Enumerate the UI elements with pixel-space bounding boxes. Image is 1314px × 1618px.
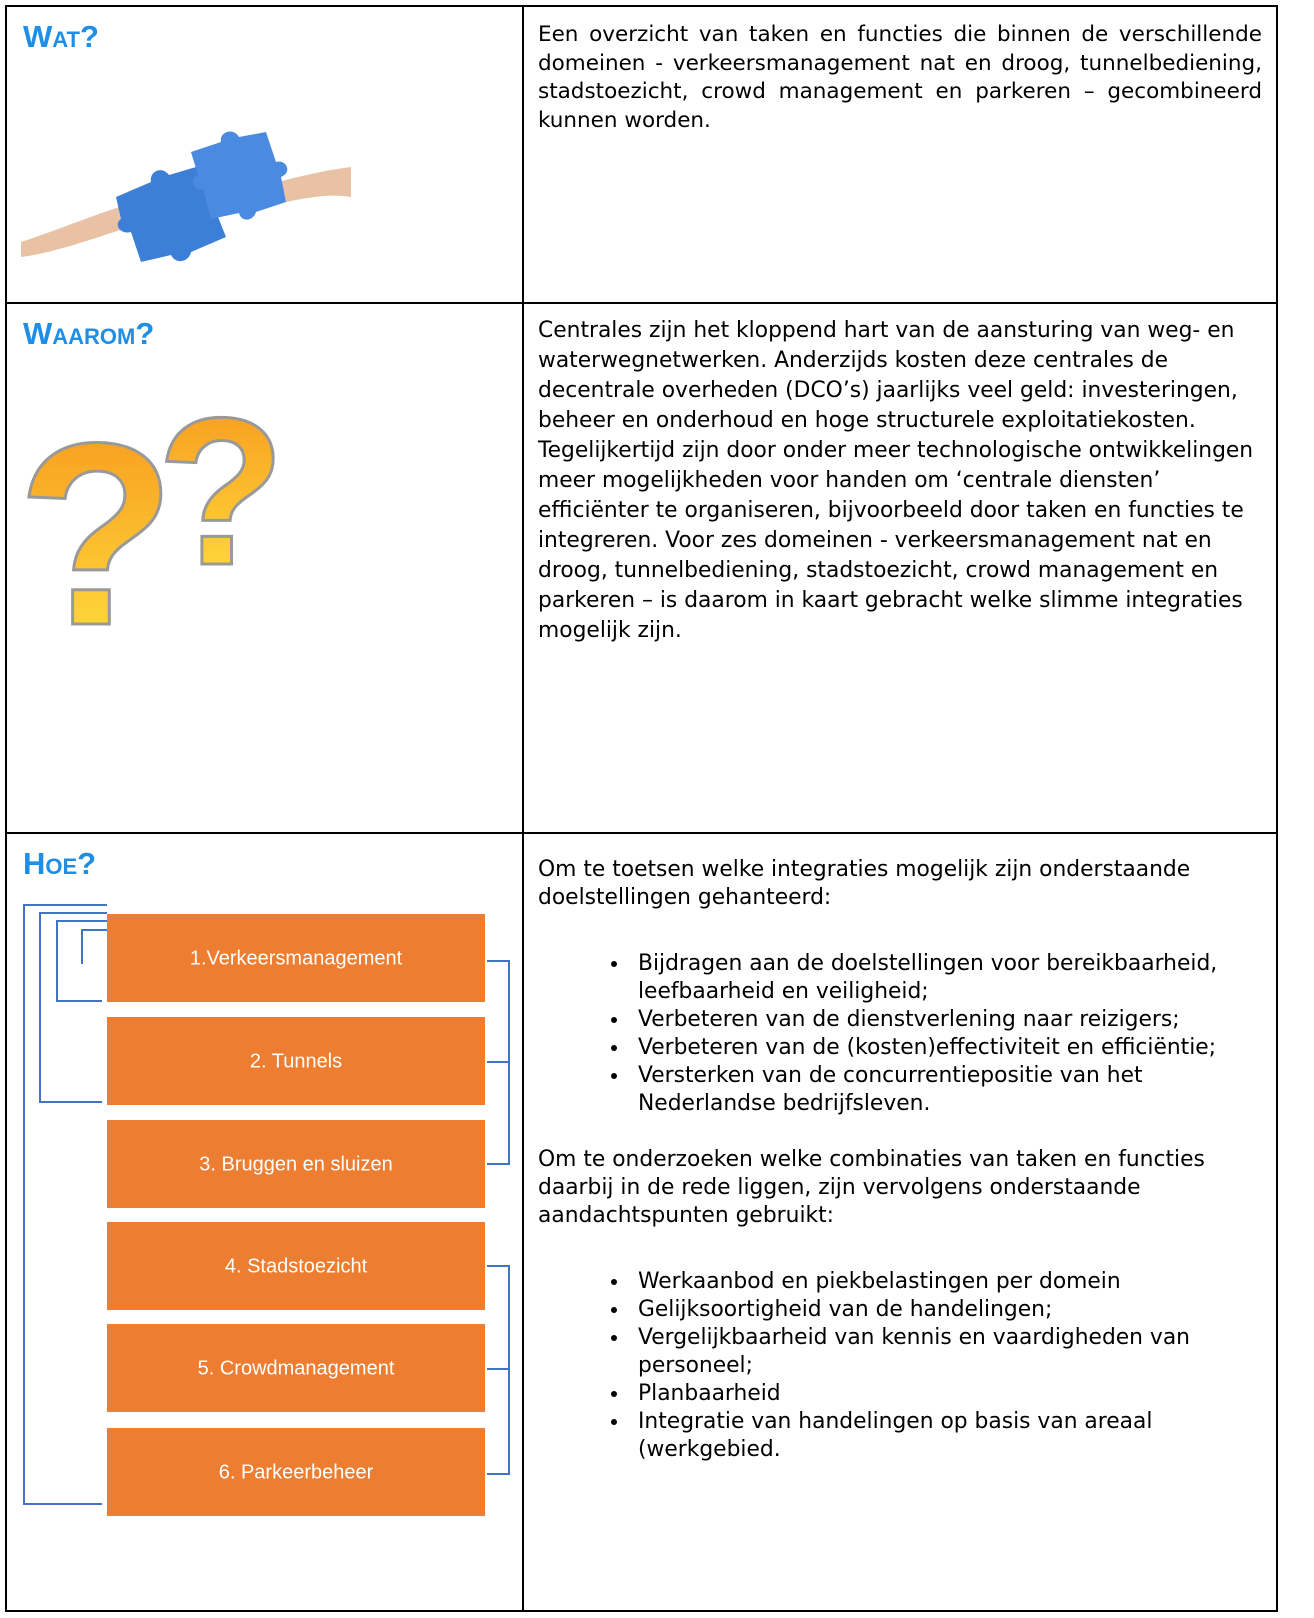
domain-label: 6. Parkeerbeheer bbox=[219, 1461, 374, 1483]
goal-list: Bijdragen aan de doelstellingen voor ber… bbox=[538, 950, 1262, 1118]
svg-text:?: ? bbox=[157, 374, 285, 609]
left-cell: Wat? bbox=[5, 5, 524, 304]
right-cell: Een overzicht van taken en functies die … bbox=[522, 5, 1278, 304]
list-item: Gelijksoortigheid van de handelingen; bbox=[630, 1296, 1262, 1324]
domain-label: 2. Tunnels bbox=[250, 1050, 342, 1072]
domain-box bbox=[107, 1017, 485, 1105]
domain-box bbox=[107, 1222, 485, 1310]
list-item: Werkaanbod en piekbelastingen per domein bbox=[630, 1268, 1262, 1296]
list-item: Bijdragen aan de doelstellingen voor ber… bbox=[630, 950, 1262, 1006]
list-item: Integratie van handelingen op basis van … bbox=[630, 1408, 1262, 1464]
right-cell: Om te toetsen welke integraties mogelijk… bbox=[522, 832, 1278, 1612]
paragraph: Om te onderzoeken welke combinaties van … bbox=[538, 1147, 1205, 1228]
paragraph: Centrales zijn het kloppend hart van de … bbox=[538, 318, 1254, 643]
list-item: Verbeteren van de (kosten)effectiviteit … bbox=[630, 1034, 1262, 1062]
row-title: Waarom? bbox=[23, 316, 155, 351]
row-title: Hoe? bbox=[23, 846, 97, 881]
domain-label: 4. Stadstoezicht bbox=[225, 1255, 368, 1277]
right-cell: Centrales zijn het kloppend hart van de … bbox=[522, 302, 1278, 834]
domain-box bbox=[107, 1120, 485, 1208]
paragraph: Om te toetsen welke integraties mogelijk… bbox=[538, 857, 1191, 910]
connectors bbox=[23, 904, 510, 1505]
domain-box bbox=[107, 914, 485, 1002]
list-item: Verbeteren van de dienstverlening naar r… bbox=[630, 1006, 1262, 1034]
domain-diagram: 1.Verkeersmanagement 2. Tunnels 3. Bruggen… bbox=[23, 904, 510, 1516]
domain-label: 3. Bruggen en sluizen bbox=[199, 1153, 392, 1175]
paragraph: Een overzicht van taken en functies die … bbox=[538, 22, 1262, 133]
point-list: Werkaanbod en piekbelastingen per domein… bbox=[538, 1268, 1262, 1464]
domain-box bbox=[107, 1428, 485, 1516]
svg-text:?: ? bbox=[17, 390, 176, 654]
row-title: Wat? bbox=[23, 19, 99, 54]
body: Om te toetsen welke integraties mogelijk… bbox=[538, 856, 1262, 1464]
puzzle-image bbox=[21, 131, 351, 262]
left-cell: Waarom? ? ? bbox=[5, 302, 524, 834]
list-item: Versterken van de concurrentiepositie va… bbox=[630, 1062, 1262, 1118]
question-image: ? ? bbox=[17, 374, 287, 654]
domain-label: 1.Verkeersmanagement bbox=[190, 947, 403, 969]
domain-label: 5. Crowdmanagement bbox=[198, 1357, 395, 1379]
domain-box bbox=[107, 1324, 485, 1412]
list-item: Vergelijkbaarheid van kennis en vaardigh… bbox=[630, 1324, 1262, 1380]
left-cell: Hoe? 1.Verkeersmanagement 2. Tunnels 3. Br… bbox=[5, 832, 524, 1612]
list-item: Planbaarheid bbox=[630, 1380, 1262, 1408]
